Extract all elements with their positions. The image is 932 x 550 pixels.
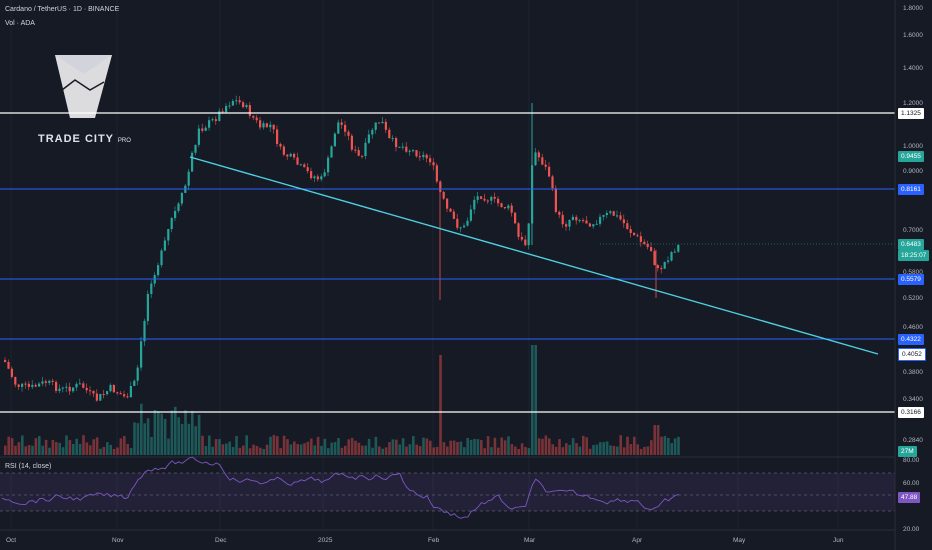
time-axis-label: Oct — [6, 537, 17, 544]
time-axis-label: 2025 — [318, 537, 333, 544]
volume-label[interactable]: Vol · ADA — [5, 20, 35, 27]
level-tag-1: 1.1325 — [898, 108, 924, 119]
candles — [4, 95, 680, 402]
price-axis-label: 1.0000 — [903, 143, 923, 150]
time-axis-label: Apr — [632, 537, 643, 544]
symbol-title[interactable]: Cardano / TetherUS · 1D · BINANCE — [5, 6, 120, 13]
price-axis-label: 1.8000 — [903, 5, 923, 12]
price-axis-label: 1.6000 — [903, 32, 923, 39]
price-axis-label: 0.4600 — [903, 324, 923, 331]
price-axis-label: 0.2840 — [903, 437, 923, 444]
time-axis-label: Feb — [428, 537, 440, 544]
tradecity-logo-icon — [55, 55, 112, 118]
rsi-axis-label: 60.00 — [903, 480, 920, 487]
countdown-tag: 18:25:07 — [898, 250, 930, 261]
level-tag-4: 0.4322 — [898, 334, 924, 345]
trendline[interactable] — [189, 156, 879, 355]
time-axis-label: Dec — [215, 537, 227, 544]
current-price-tag: 0.6483 — [898, 239, 924, 250]
time-axis-label: Jun — [833, 537, 844, 544]
rsi-line — [1, 456, 679, 519]
level-tag-5: 0.3166 — [898, 407, 924, 418]
rsi-band — [0, 473, 895, 511]
level-tag-3: 0.5579 — [898, 274, 924, 285]
price-axis-label: 0.3400 — [903, 396, 923, 403]
price-axis-label: 0.9000 — [903, 168, 923, 175]
volume-tag: 27M — [898, 446, 917, 457]
logo-text: TRADE CITY PRO — [38, 133, 131, 145]
rsi-value-tag: 47.88 — [898, 492, 921, 503]
rsi-axis-label: 20.00 — [903, 526, 920, 533]
price-axis-label: 0.5200 — [903, 295, 923, 302]
price-axis-label: 1.2000 — [903, 100, 923, 107]
volume-bars — [4, 345, 680, 455]
time-axis-label: May — [733, 537, 746, 544]
rsi-axis-label: 80.00 — [903, 457, 920, 464]
time-axis-label: Nov — [112, 537, 124, 544]
lower-price-tag: 0.4052 — [898, 348, 926, 361]
rsi-label[interactable]: RSI (14, close) — [5, 463, 52, 470]
level-tag-2: 0.8161 — [898, 184, 924, 195]
teal-price-tag: 0.9455 — [898, 151, 924, 162]
price-axis-label: 0.3800 — [903, 369, 923, 376]
price-axis-label: 0.7000 — [903, 227, 923, 234]
price-axis-label: 0.5800 — [903, 269, 923, 276]
time-axis-label: Mar — [524, 537, 536, 544]
price-axis-label: 1.4000 — [903, 65, 923, 72]
